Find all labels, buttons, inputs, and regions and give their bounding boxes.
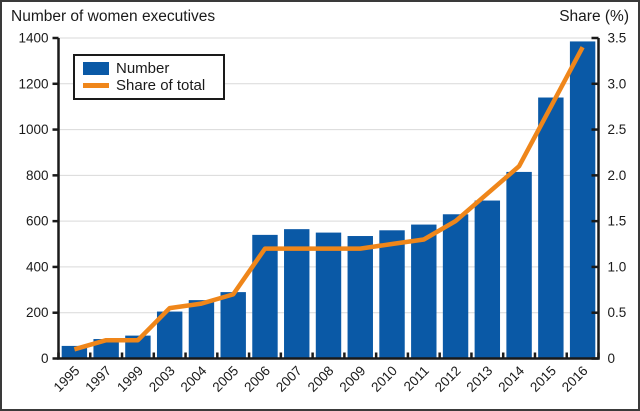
right-axis-title: Share (%) xyxy=(559,8,629,25)
bar-2013 xyxy=(474,200,501,359)
legend-label-number: Number xyxy=(116,60,170,77)
x-tick-label: 2009 xyxy=(337,363,369,395)
x-tick-label: 2003 xyxy=(146,363,178,395)
bar-2014 xyxy=(506,171,532,359)
right-tick-label: 3.5 xyxy=(608,31,627,46)
right-tick-label: 0.5 xyxy=(608,305,627,320)
x-tick-label: 1999 xyxy=(114,363,146,395)
x-tick-label: 2005 xyxy=(209,363,241,395)
line-swatch-icon xyxy=(83,83,109,88)
bar-2006 xyxy=(252,234,278,359)
left-tick-label: 1000 xyxy=(18,122,48,137)
x-tick-label: 2014 xyxy=(495,363,527,395)
right-tick-label: 1.5 xyxy=(608,214,627,229)
x-tick-label: 2015 xyxy=(527,363,559,395)
bar-2010 xyxy=(379,230,405,359)
x-tick-label: 2010 xyxy=(368,363,400,395)
x-tick-label: 2008 xyxy=(305,363,337,395)
right-tick-label: 0 xyxy=(608,351,616,366)
x-tick-label: 2004 xyxy=(178,363,210,395)
left-axis-title: Number of women executives xyxy=(11,8,216,25)
legend-item-share: Share of total xyxy=(83,78,215,93)
bar-swatch-icon xyxy=(83,62,109,75)
bar-2004 xyxy=(188,300,215,359)
left-tick-label: 1400 xyxy=(18,31,48,46)
x-tick-label: 1995 xyxy=(51,363,83,395)
bar-2009 xyxy=(347,236,373,359)
left-tick-label: 400 xyxy=(26,259,49,274)
bar-2011 xyxy=(411,224,437,359)
left-tick-label: 200 xyxy=(26,305,49,320)
chart-legend: Number Share of total xyxy=(73,54,225,100)
axes-frame xyxy=(57,38,600,360)
left-tick-label: 0 xyxy=(41,351,49,366)
bar-2016 xyxy=(569,41,596,359)
bar-2015 xyxy=(538,97,564,359)
x-tick-label: 2016 xyxy=(559,363,591,395)
right-tick-label: 2.5 xyxy=(608,122,627,137)
left-tick-label: 1200 xyxy=(18,76,48,91)
x-tick-label: 2012 xyxy=(432,363,464,395)
legend-item-number: Number xyxy=(83,61,215,76)
bar-2008 xyxy=(315,232,342,359)
bar-2012 xyxy=(442,214,469,359)
x-tick-label: 2007 xyxy=(273,363,305,395)
right-tick-label: 3.0 xyxy=(608,76,627,91)
x-tick-label: 2013 xyxy=(464,363,496,395)
share-line xyxy=(73,46,585,352)
right-tick-label: 1.0 xyxy=(608,259,627,274)
legend-label-share: Share of total xyxy=(116,77,206,94)
bar-2005 xyxy=(220,292,246,359)
x-tick-label: 2006 xyxy=(241,363,273,395)
right-tick-label: 2.0 xyxy=(608,168,627,183)
left-tick-label: 600 xyxy=(26,214,49,229)
left-tick-label: 800 xyxy=(26,168,49,183)
x-tick-label: 1997 xyxy=(82,363,114,395)
x-tick-label: 2011 xyxy=(401,363,432,394)
